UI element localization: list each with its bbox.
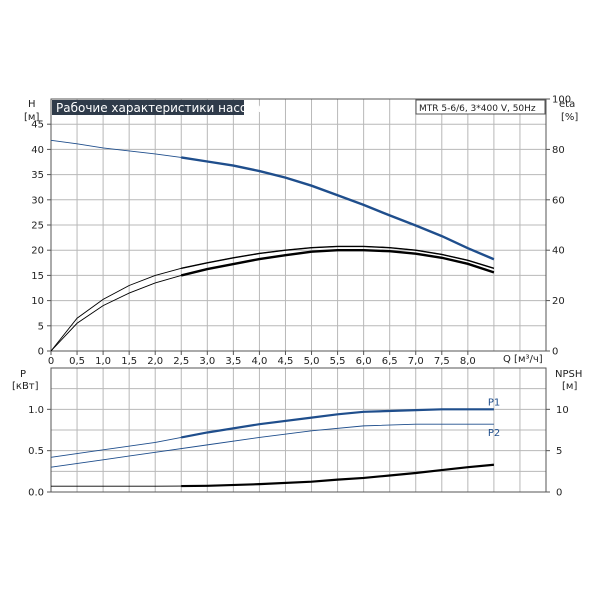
npsh-tick-label: 5	[556, 446, 562, 457]
efficiency-tick-label: 100	[552, 95, 571, 106]
power-plot-frame	[50, 367, 547, 493]
head-tick-label: 45	[31, 120, 44, 131]
efficiency-tick-label: 60	[552, 195, 565, 206]
head-axis-unit: [м]	[24, 112, 39, 123]
head-tick-labels: 0 5 10 15 20 25 30 35 40 45 0 20 40 60 80 100 0 0,5 1,0 1,5…	[31, 95, 571, 368]
head-tick-label: 40	[31, 145, 44, 156]
head-tick-label: 5	[38, 321, 44, 332]
flow-tick-label: 4,0	[251, 356, 267, 367]
efficiency-tick-label: 40	[552, 246, 565, 257]
efficiency-tick-label: 0	[552, 347, 558, 358]
efficiency-axis-label: eta	[559, 99, 575, 110]
power-npsh-curves: P1 P2	[50, 397, 500, 488]
power-p1-curve-operating	[181, 408, 494, 439]
series-label-p1: P1	[488, 397, 500, 408]
head-curve-operating	[181, 156, 495, 261]
efficiency-axis-unit: [%]	[561, 112, 578, 123]
power-tick-label: 0.5	[28, 446, 44, 457]
pump-model-label: MTR 5-6/6, 3*400 V, 50Hz	[419, 104, 536, 114]
power-axis-label: P	[20, 369, 26, 380]
npsh-tick-label: 0	[556, 488, 562, 499]
head-grid	[51, 99, 546, 351]
flow-tick-label: 6,0	[356, 356, 372, 367]
chart-title-box	[52, 100, 244, 115]
flow-tick-label: 8,0	[460, 356, 476, 367]
flow-tick-label: 2,0	[147, 356, 163, 367]
npsh-axis-unit: [м]	[562, 381, 577, 392]
head-tick-label: 35	[31, 170, 44, 181]
flow-tick-label: 4,5	[278, 356, 294, 367]
power-tick-label: 0.0	[28, 488, 44, 499]
head-efficiency-curves	[50, 139, 495, 352]
npsh-tick-label: 10	[556, 405, 569, 416]
efficiency-curve-operating	[180, 249, 495, 277]
head-tick-label: 10	[31, 296, 44, 307]
power-npsh-panel: P1 P2 0.0 0.5 1.0 0 5 10 P [кВт] NPSH [м]	[12, 367, 582, 499]
flow-tick-label: 2,5	[173, 356, 189, 367]
npsh-curve-operating	[181, 463, 494, 488]
head-efficiency-panel: Рабочие характеристики насоса MTR 5-6/6,…	[24, 95, 578, 368]
head-axis-label: H	[28, 99, 36, 110]
head-tick-label: 30	[31, 195, 44, 206]
chart-title: Рабочие характеристики насоса	[56, 101, 261, 115]
npsh-axis-label: NPSH	[555, 369, 582, 380]
power-tick-labels: 0.0 0.5 1.0 0 5 10	[28, 405, 569, 499]
flow-tick-label: 3,0	[199, 356, 215, 367]
flow-tick-label: 6,5	[382, 356, 398, 367]
flow-tick-label: 3,5	[225, 356, 241, 367]
head-tick-label: 0	[38, 347, 44, 358]
head-tick-label: 25	[31, 221, 44, 232]
flow-tick-label: 7,5	[434, 356, 450, 367]
flow-tick-label: 0	[48, 356, 54, 367]
flow-tick-label: 0,5	[69, 356, 85, 367]
efficiency-tick-label: 20	[552, 296, 565, 307]
head-tick-label: 15	[31, 271, 44, 282]
flow-tick-label: 7,0	[408, 356, 424, 367]
flow-tick-label: 1,0	[95, 356, 111, 367]
pump-model-box	[415, 99, 546, 115]
flow-tick-label: 5,0	[304, 356, 320, 367]
efficiency-curve-upper-operating	[181, 245, 495, 270]
flow-tick-label: 5,5	[330, 356, 346, 367]
flow-axis-label: Q [м³/ч]	[503, 354, 543, 365]
power-axis-unit: [кВт]	[12, 381, 39, 392]
efficiency-tick-label: 80	[552, 145, 565, 156]
power-p2-curve-thin	[50, 423, 494, 468]
series-label-p2: P2	[488, 428, 500, 439]
power-tick-label: 1.0	[28, 405, 44, 416]
flow-tick-label: 1,5	[121, 356, 137, 367]
head-tick-label: 20	[31, 246, 44, 257]
